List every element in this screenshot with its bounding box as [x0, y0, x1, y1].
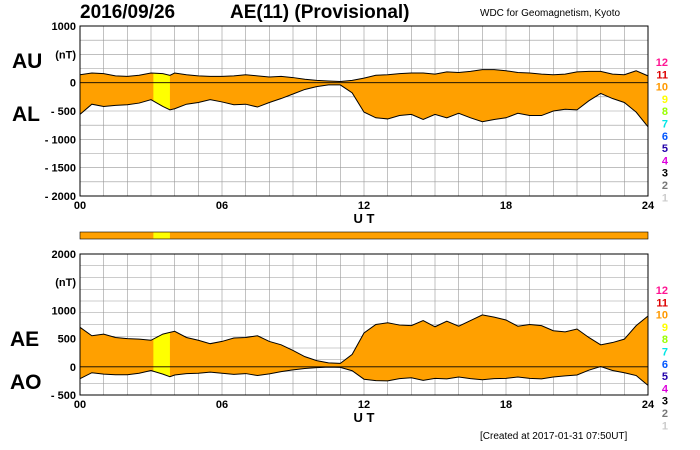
y-tick-label: (nT): [55, 49, 76, 61]
level-legend-item: 6: [662, 131, 668, 143]
y-tick-label: (nT): [55, 277, 76, 289]
level-legend-item: 4: [662, 155, 669, 167]
level-legend-item: 6: [662, 359, 668, 371]
level-legend-item: 9: [662, 94, 668, 106]
x-tick-label: 24: [642, 399, 655, 411]
level-legend-item: 2: [662, 408, 668, 420]
level-legend-item: 8: [662, 334, 668, 346]
band-area: [80, 314, 648, 386]
y-tick-label: 1000: [52, 21, 76, 33]
level-legend-item: 11: [656, 69, 668, 81]
level-legend-item: 3: [662, 168, 668, 180]
x-tick-label: 00: [74, 200, 86, 212]
series-line-ae: [79, 314, 649, 364]
x-tick-label: 06: [216, 399, 228, 411]
y-tick-label: - 1500: [45, 163, 76, 175]
level-legend-item: 11: [656, 297, 668, 309]
level-legend-item: 2: [662, 180, 668, 192]
chart-title: AE(11) (Provisional): [230, 2, 410, 23]
au-label: AU: [12, 50, 43, 73]
y-tick-label: - 1000: [45, 134, 76, 146]
source-label: WDC for Geomagnetism, Kyoto: [480, 8, 621, 19]
y-tick-label: - 500: [51, 106, 76, 118]
level-legend-item: 10: [656, 310, 668, 322]
x-tick-label: 24: [642, 200, 655, 212]
x-tick-label: 06: [216, 200, 228, 212]
status-strip-highlight: [153, 232, 170, 239]
y-tick-label: 0: [70, 78, 76, 90]
level-legend-item: 7: [662, 119, 668, 131]
x-tick-label: 18: [500, 200, 512, 212]
level-legend-item: 7: [662, 347, 668, 359]
plot-frame: [79, 253, 649, 396]
ae-label: AE: [10, 328, 40, 351]
level-legend-item: 12: [656, 285, 668, 297]
level-legend-item: 5: [662, 143, 668, 155]
level-legend-item: 9: [662, 322, 668, 334]
y-tick-label: 500: [58, 334, 76, 346]
x-tick-label: 00: [74, 399, 86, 411]
x-tick-label: 12: [358, 399, 370, 411]
ao-label: AO: [10, 371, 42, 394]
x-axis-title: U T: [354, 410, 375, 425]
level-legend-item: 10: [656, 82, 668, 94]
y-tick-label: - 2000: [45, 191, 76, 203]
band-highlight: [153, 332, 170, 377]
y-tick-label: 1000: [52, 305, 76, 317]
x-axis-title: U T: [354, 211, 375, 226]
y-tick-label: 0: [70, 362, 76, 374]
level-legend-item: 3: [662, 396, 668, 408]
plot-frame: [79, 25, 649, 197]
y-tick-label: - 500: [51, 390, 76, 402]
level-legend-item: 8: [662, 106, 668, 118]
series-line-al: [79, 84, 649, 128]
al-label: AL: [12, 103, 40, 126]
date-title: 2016/09/26: [80, 2, 176, 23]
series-line-ao: [79, 365, 649, 386]
band-area: [80, 69, 648, 127]
x-tick-label: 18: [500, 399, 512, 411]
created-timestamp: [Created at 2017-01-31 07:50UT]: [480, 431, 628, 442]
status-strip: [79, 231, 649, 240]
series-line-au: [79, 69, 649, 83]
level-legend-item: 5: [662, 371, 668, 383]
level-legend-item: 1: [662, 192, 668, 204]
level-legend-item: 4: [662, 383, 669, 395]
x-tick-label: 12: [358, 200, 370, 212]
y-tick-label: 2000: [52, 249, 76, 261]
level-legend-item: 1: [662, 420, 668, 432]
level-legend-item: 12: [656, 57, 668, 69]
